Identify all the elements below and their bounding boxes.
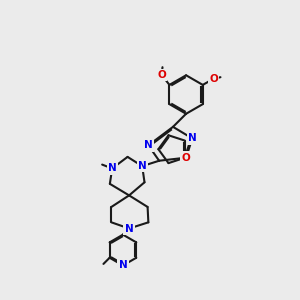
Text: N: N [118,260,127,271]
Text: N: N [138,161,147,171]
Text: O: O [157,70,166,80]
Text: N: N [125,224,134,233]
Text: N: N [144,140,153,150]
Text: N: N [108,164,116,173]
Text: O: O [209,74,218,84]
Text: N: N [188,134,197,143]
Text: O: O [182,153,190,163]
